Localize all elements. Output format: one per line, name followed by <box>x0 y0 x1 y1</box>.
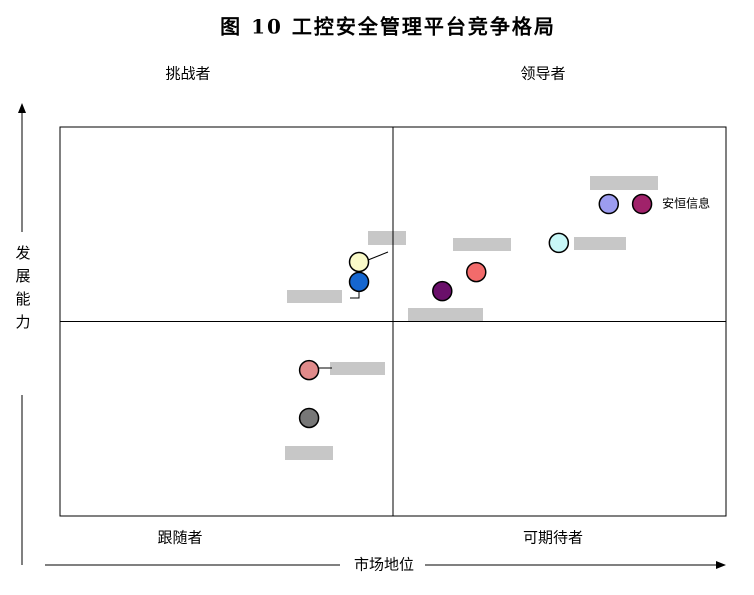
point <box>598 193 620 215</box>
point <box>348 271 370 293</box>
point <box>631 193 653 215</box>
quadrant-label: 领导者 <box>520 65 565 83</box>
point <box>432 280 453 302</box>
point <box>466 261 487 283</box>
point <box>348 251 370 273</box>
quadrant-label: 跟随者 <box>157 529 202 547</box>
quadrant-label: 可期待者 <box>523 529 583 547</box>
chart-title: 图 10 工控安全管理平台竞争格局 <box>220 15 556 39</box>
blurred-labels <box>285 176 658 460</box>
x-axis-label: 市场地位 <box>354 556 414 574</box>
quadrant-label: 挑战者 <box>165 65 210 83</box>
point <box>298 359 320 381</box>
point-label: 安恒信息 <box>662 196 710 211</box>
point <box>548 232 570 254</box>
y-axis-label: 发展能力 <box>14 245 32 337</box>
point <box>298 407 320 429</box>
